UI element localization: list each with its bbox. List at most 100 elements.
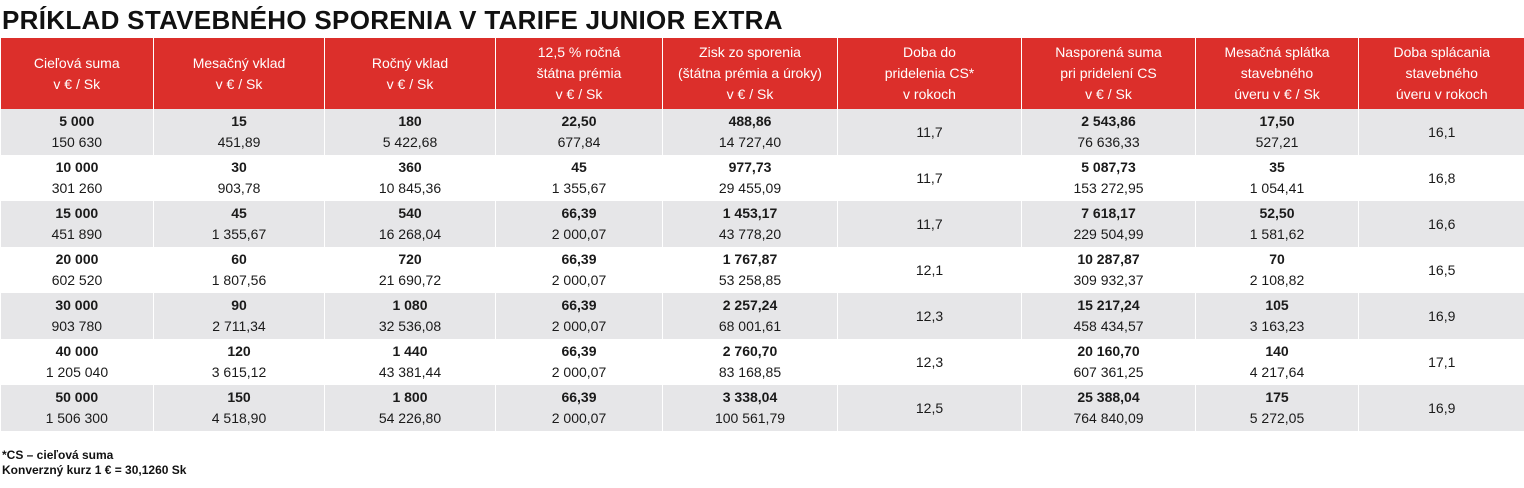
- sk-value: 2 000,07: [551, 226, 607, 242]
- column-header-line: úveru v € / Sk: [1234, 86, 1320, 102]
- sk-value: 607 361,25: [1073, 364, 1144, 380]
- years-value: 16,9: [1428, 399, 1456, 416]
- column-header-line: Zisk zo sporenia: [699, 44, 801, 60]
- table-row: 20 000 602 520 60 1 807,56 720 21 690,72 66,39…: [0, 247, 1524, 293]
- column-header-line: v € / Sk: [555, 86, 603, 102]
- column-header: Doba do pridelenia CS* v rokoch: [837, 38, 1022, 109]
- table-cell: 10 287,87 309 932,37: [1021, 247, 1196, 293]
- table-cell: 45 1 355,67: [495, 155, 663, 201]
- column-header-line: v € / Sk: [53, 75, 101, 92]
- years-value: 12,3: [915, 353, 944, 370]
- sk-value: 764 840,09: [1073, 410, 1144, 426]
- table-cell: 16,1: [1358, 109, 1524, 155]
- euro-value: 17,50: [1259, 113, 1295, 129]
- sk-value: 1 205 040: [45, 364, 109, 380]
- table-cell: 2 760,70 83 168,85: [662, 339, 838, 385]
- euro-value: 15: [231, 113, 247, 129]
- table-cell: 11,7: [837, 201, 1022, 247]
- years-value: 12,3: [915, 307, 944, 324]
- sk-value: 5 272,05: [1249, 410, 1305, 426]
- euro-value: 5 000: [59, 113, 95, 129]
- sk-value: 53 258,85: [718, 272, 782, 288]
- euro-value: 52,50: [1259, 205, 1295, 221]
- table-row: 30 000 903 780 90 2 711,34 1 080 32 536,08 66,…: [0, 293, 1524, 339]
- column-header-line: Ročný vklad: [371, 54, 449, 71]
- sk-value: 76 636,33: [1077, 134, 1140, 150]
- table-cell: 10 000 301 260: [0, 155, 154, 201]
- sk-value: 68 001,61: [718, 318, 782, 334]
- column-header: 12,5 % ročná štátna prémia v € / Sk: [495, 38, 663, 109]
- table-cell: 15 217,24 458 434,57: [1021, 293, 1196, 339]
- euro-value: 3 338,04: [722, 389, 778, 405]
- column-header: Nasporená suma pri pridelení CS v € / Sk: [1021, 38, 1196, 109]
- table-cell: 20 000 602 520: [0, 247, 154, 293]
- sk-value: 451,89: [217, 134, 261, 150]
- table-body: 5 000 150 630 15 451,89 180 5 422,68 22,50 677,…: [0, 109, 1524, 431]
- table-cell: 180 5 422,68: [324, 109, 496, 155]
- sk-value: 3 615,12: [211, 364, 267, 380]
- table-cell: 22,50 677,84: [495, 109, 663, 155]
- years-value: 16,8: [1428, 169, 1456, 186]
- table-cell: 15 451,89: [153, 109, 325, 155]
- table-cell: 66,39 2 000,07: [495, 247, 663, 293]
- sk-value: 2 000,07: [551, 318, 607, 334]
- table-cell: 12,5: [837, 385, 1022, 431]
- sk-value: 29 455,09: [718, 180, 782, 196]
- table-cell: 52,50 1 581,62: [1195, 201, 1359, 247]
- sk-value: 16 268,04: [378, 226, 442, 242]
- euro-value: 2 543,86: [1081, 113, 1136, 129]
- column-header-line: v € / Sk: [726, 86, 774, 102]
- euro-value: 360: [398, 159, 422, 175]
- table-cell: 12,1: [837, 247, 1022, 293]
- sk-value: 4 217,64: [1249, 364, 1305, 380]
- euro-value: 66,39: [561, 389, 597, 405]
- table-cell: 70 2 108,82: [1195, 247, 1359, 293]
- sk-value: 1 355,67: [211, 226, 267, 242]
- table-cell: 11,7: [837, 109, 1022, 155]
- sk-value: 4 518,90: [211, 410, 267, 426]
- euro-value: 10 287,87: [1077, 251, 1140, 267]
- table-cell: 1 767,87 53 258,85: [662, 247, 838, 293]
- euro-value: 45: [571, 159, 587, 175]
- table-row: 40 000 1 205 040 120 3 615,12 1 440 43 381,44…: [0, 339, 1524, 385]
- euro-value: 30: [231, 159, 247, 175]
- sk-value: 309 932,37: [1073, 272, 1144, 288]
- column-header: Cieľová suma v € / Sk: [0, 38, 154, 109]
- table-header-row: Cieľová suma v € / Sk Mesačný vklad v € / S…: [0, 38, 1524, 109]
- sk-value: 451 890: [51, 226, 103, 242]
- footnote-cs: *CS – cieľová suma: [2, 448, 114, 462]
- euro-value: 66,39: [561, 205, 597, 221]
- euro-value: 105: [1265, 297, 1289, 313]
- column-header-line: Cieľová suma: [33, 54, 120, 71]
- euro-value: 25 388,04: [1077, 389, 1140, 405]
- table-cell: 16,9: [1358, 385, 1524, 431]
- table-cell: 1 440 43 381,44: [324, 339, 496, 385]
- sk-value: 3 163,23: [1249, 318, 1305, 334]
- column-header: Zisk zo sporenia (štátna prémia a úroky) v…: [662, 38, 838, 109]
- table-cell: 30 000 903 780: [0, 293, 154, 339]
- table-row: 5 000 150 630 15 451,89 180 5 422,68 22,50 677,…: [0, 109, 1524, 155]
- years-value: 11,7: [916, 169, 943, 186]
- table-cell: 17,50 527,21: [1195, 109, 1359, 155]
- table-cell: 120 3 615,12: [153, 339, 325, 385]
- column-header-line: stavebného: [1240, 65, 1314, 81]
- table-cell: 50 000 1 506 300: [0, 385, 154, 431]
- euro-value: 35: [1269, 159, 1285, 175]
- table-cell: 17,1: [1358, 339, 1524, 385]
- years-value: 12,5: [915, 399, 944, 416]
- column-header-line: úveru v rokoch: [1395, 86, 1488, 102]
- sk-value: 602 520: [51, 272, 103, 288]
- euro-value: 20 000: [55, 251, 99, 267]
- table-cell: 720 21 690,72: [324, 247, 496, 293]
- years-value: 16,5: [1428, 261, 1456, 278]
- column-header-line: Mesačná splátka: [1224, 44, 1330, 60]
- table-cell: 16,8: [1358, 155, 1524, 201]
- column-header-line: pri pridelení CS: [1060, 65, 1157, 81]
- column-header-line: stavebného: [1405, 65, 1478, 81]
- euro-value: 40 000: [55, 343, 99, 359]
- sk-value: 301 260: [51, 180, 103, 196]
- column-header-line: Mesačný vklad: [192, 54, 286, 71]
- table-cell: 11,7: [837, 155, 1022, 201]
- table-cell: 3 338,04 100 561,79: [662, 385, 838, 431]
- euro-value: 10 000: [55, 159, 99, 175]
